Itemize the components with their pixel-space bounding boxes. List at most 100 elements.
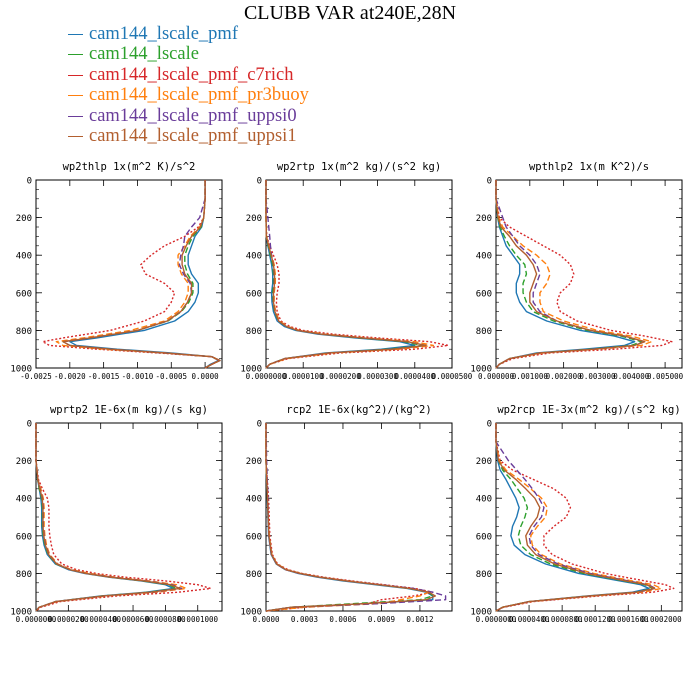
y-tick-label: 1000 <box>10 365 32 375</box>
legend-swatch <box>68 33 83 35</box>
x-tick-label: -0.0005 <box>155 372 187 381</box>
legend-item: cam144_lscale_pmf_uppsi0 <box>68 106 309 127</box>
x-tick-label: 0.0000000 <box>246 372 287 381</box>
plot-frame <box>35 179 223 369</box>
y-tick-label: 0 <box>27 177 32 187</box>
series-line <box>495 423 675 612</box>
x-tick-label: 0.0000000 <box>16 615 57 624</box>
x-tick-label: 0.0000400 <box>394 372 435 381</box>
y-tick-label: 400 <box>476 495 492 505</box>
y-tick-label: 1000 <box>470 365 492 375</box>
legend-item: cam144_lscale_pmf_uppsi1 <box>68 126 309 148</box>
y-tick-label: 200 <box>16 457 32 467</box>
y-tick-label: 400 <box>476 252 492 262</box>
y-tick-label: 600 <box>246 532 262 542</box>
series-line <box>495 180 646 369</box>
x-tick-label: 0.0000600 <box>113 615 154 624</box>
y-tick-label: 400 <box>16 252 32 262</box>
x-tick-label: 0.0000200 <box>48 615 89 624</box>
y-tick-label: 600 <box>16 532 32 542</box>
panel-title: wp2thlp 1x(m^2 K)/s^2 <box>63 161 196 173</box>
x-tick-label: -0.0015 <box>88 372 120 381</box>
series-line <box>265 180 427 369</box>
legend: cam144_lscale_pmf cam144_lscale cam144_l… <box>68 24 309 147</box>
series-line <box>62 180 221 369</box>
series-line <box>495 423 656 612</box>
series-line <box>495 180 646 369</box>
page-title: CLUBB VAR at240E,28N <box>243 2 457 24</box>
legend-swatch <box>68 74 83 76</box>
chart-panel: wp2rtp 1x(m^2 kg)/(s^2 kg) 0 200 400 600 800 1… <box>240 161 472 381</box>
y-tick-label: 600 <box>16 289 32 299</box>
plot-frame <box>35 422 223 612</box>
x-tick-label: 0.0000800 <box>542 615 583 624</box>
x-tick-label: 0.001000 <box>512 372 549 381</box>
y-tick-label: 1000 <box>240 365 262 375</box>
x-tick-label: 0.0002000 <box>641 615 682 624</box>
legend-item: cam144_lscale_pmf <box>68 24 309 45</box>
x-tick-label: 0.0000 <box>252 615 280 624</box>
y-tick-label: 800 <box>246 327 262 337</box>
series-line <box>495 423 650 612</box>
panel-title: rcp2 1E-6x(kg^2)/(kg^2) <box>286 404 431 416</box>
series-line <box>495 180 643 369</box>
legend-label: cam144_lscale_pmf_pr3buoy <box>89 85 309 106</box>
x-tick-label: 0.0000400 <box>509 615 550 624</box>
legend-swatch <box>68 95 83 97</box>
x-tick-label: 0.0003 <box>291 615 318 624</box>
y-tick-label: 800 <box>476 327 492 337</box>
series-line <box>265 180 427 369</box>
x-tick-label: 0.003000 <box>579 372 616 381</box>
y-tick-label: 800 <box>16 327 32 337</box>
y-tick-label: 0 <box>257 177 262 187</box>
series-line <box>265 423 434 612</box>
y-tick-label: 800 <box>16 570 32 580</box>
series-line <box>495 180 673 369</box>
plot-frame <box>265 179 453 369</box>
x-tick-label: 0.0000300 <box>357 372 398 381</box>
x-tick-label: 0.0000500 <box>432 372 473 381</box>
series-line <box>35 423 181 612</box>
legend-item: cam144_lscale_pmf_pr3buoy <box>68 85 309 107</box>
series-line <box>265 423 430 612</box>
y-tick-label: 600 <box>476 532 492 542</box>
y-tick-label: 200 <box>246 457 262 467</box>
x-tick-label: 0.0012 <box>406 615 433 624</box>
series-line <box>35 423 188 612</box>
panel-title: wpthlp2 1x(m K^2)/s <box>529 161 649 173</box>
series-line <box>265 180 449 369</box>
y-tick-label: 600 <box>246 289 262 299</box>
legend-label: cam144_lscale_pmf_c7rich <box>89 64 294 85</box>
series-line <box>265 423 437 612</box>
x-tick-label: 0.0006 <box>329 615 357 624</box>
y-tick-label: 200 <box>476 457 492 467</box>
series-line <box>69 180 220 369</box>
x-tick-label: 0.0001600 <box>608 615 649 624</box>
chart-panel: wp2rcp 1E-3x(m^2 kg)/(s^2 kg) 0 200 400 600 8… <box>470 404 683 624</box>
panel-title: wp2rtp 1x(m^2 kg)/(s^2 kg) <box>277 161 441 173</box>
x-tick-label: 0.0000400 <box>80 615 121 624</box>
x-tick-label: -0.0025 <box>20 372 52 381</box>
x-tick-label: 0.0000000 <box>476 615 517 624</box>
legend-label: cam144_lscale_pmf_uppsi0 <box>89 105 297 126</box>
y-tick-label: 200 <box>16 214 32 224</box>
y-tick-label: 1000 <box>10 608 32 618</box>
legend-swatch <box>68 136 83 138</box>
series-line <box>62 180 221 369</box>
legend-label: cam144_lscale <box>89 44 199 65</box>
x-tick-label: 0.0001000 <box>177 615 218 624</box>
x-tick-label: 0.0000 <box>192 372 220 381</box>
x-tick-label: 0.0000100 <box>283 372 324 381</box>
x-tick-label: 0.000000 <box>478 372 515 381</box>
series-line <box>495 180 636 369</box>
x-tick-label: 0.0000800 <box>145 615 186 624</box>
x-tick-label: 0.0001200 <box>575 615 616 624</box>
x-tick-label: 0.0009 <box>368 615 395 624</box>
legend-item: cam144_lscale <box>68 44 309 66</box>
chart-panel: rcp2 1E-6x(kg^2)/(kg^2) 0 200 400 600 800 1000… <box>240 404 453 624</box>
chart-panel: wpthlp2 1x(m K^2)/s020040060080010000.00… <box>470 161 683 381</box>
legend-swatch <box>68 115 83 117</box>
x-tick-label: 0.004000 <box>613 372 650 381</box>
y-tick-label: 600 <box>476 289 492 299</box>
